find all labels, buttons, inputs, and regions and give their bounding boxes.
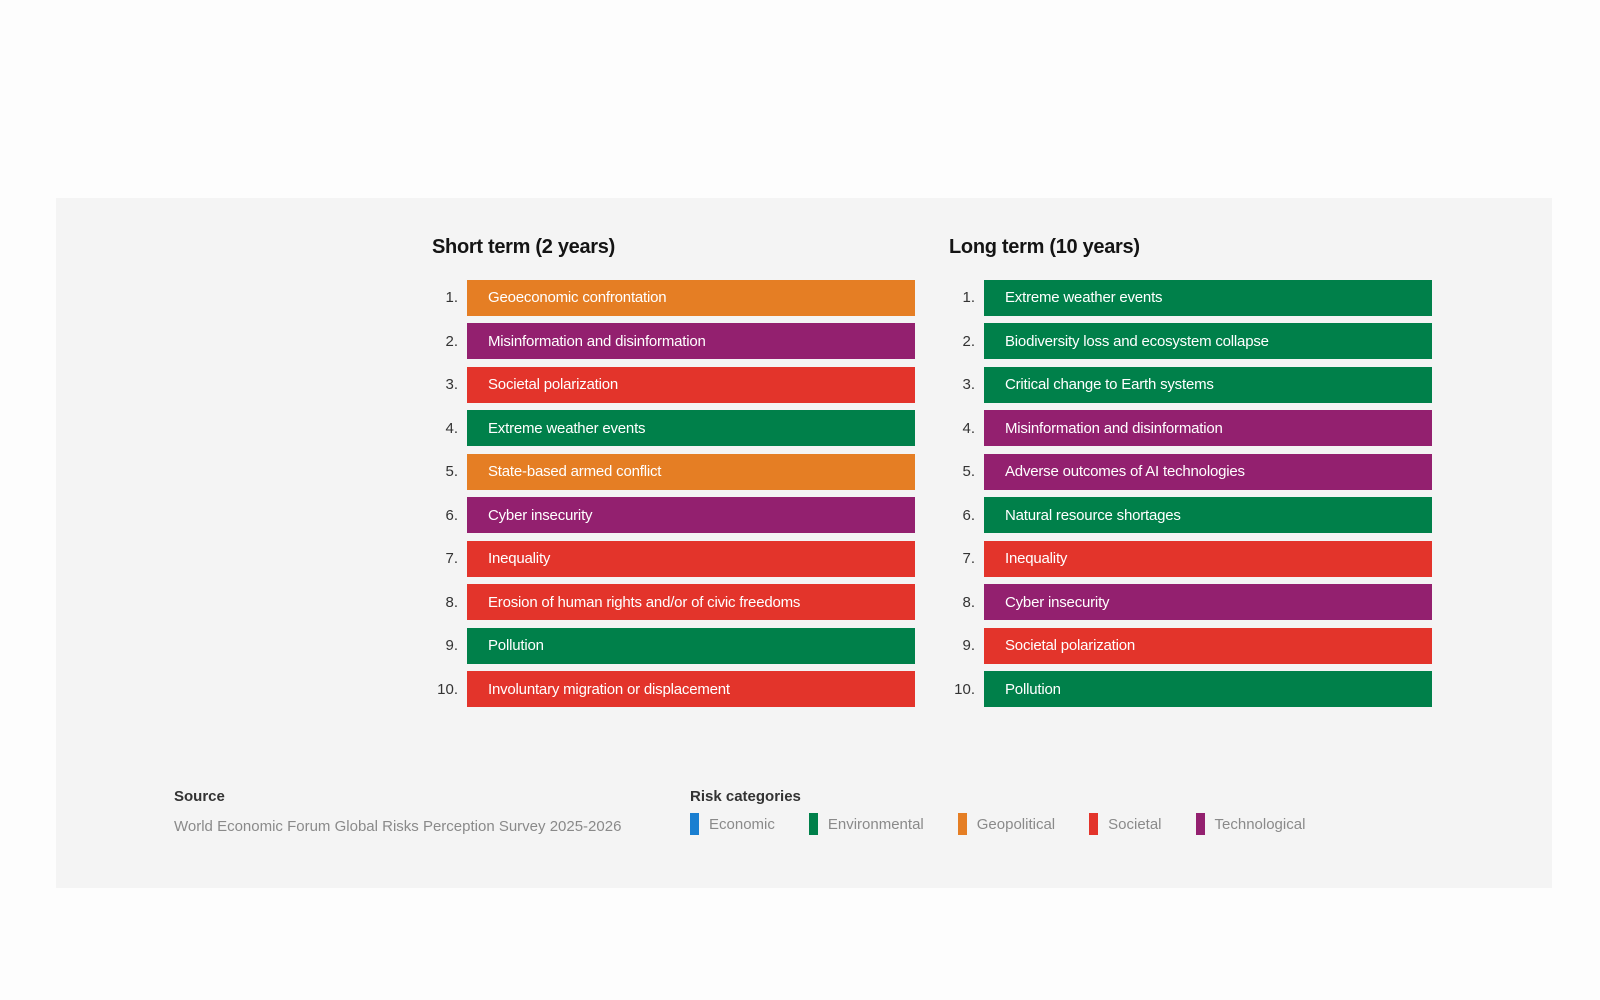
legend-item: Geopolitical: [957, 813, 1056, 835]
list-item: 6. Cyber insecurity: [432, 494, 920, 538]
legend-title: Risk categories: [690, 788, 801, 805]
rank-number: 1.: [962, 289, 975, 307]
list-item: 6. Natural resource shortages: [949, 494, 1437, 538]
risk-bar: Societal polarization: [467, 366, 915, 403]
chart-panel: Short term (2 years) 1. Geoeconomic confr…: [56, 198, 1552, 888]
rank-number: 4.: [445, 419, 458, 437]
risk-bar: Cyber insecurity: [467, 497, 915, 534]
rank-number: 8.: [962, 593, 975, 611]
risk-bar: Societal polarization: [984, 627, 1432, 664]
list-item: 8. Cyber insecurity: [949, 581, 1437, 625]
risk-bar: Natural resource shortages: [984, 497, 1432, 534]
legend-items: Economic Environmental Geopolitical Societa…: [690, 813, 1305, 835]
short-term-column: Short term (2 years) 1. Geoeconomic confr…: [432, 232, 920, 711]
source-block: Source World Economic Forum Global Risks…: [174, 788, 634, 841]
list-item: 9. Societal polarization: [949, 624, 1437, 668]
legend-label: Societal: [1108, 815, 1162, 833]
risk-bar: Inequality: [984, 540, 1432, 577]
legend-swatch: [1195, 813, 1205, 835]
risk-bar: Critical change to Earth systems: [984, 366, 1432, 403]
risk-bar: Misinformation and disinformation: [984, 410, 1432, 447]
list-item: 5. Adverse outcomes of AI technologies: [949, 450, 1437, 494]
legend-swatch: [690, 813, 699, 835]
risk-bar: Adverse outcomes of AI technologies: [984, 453, 1432, 490]
rank-number: 10.: [954, 680, 975, 698]
list-item: 1. Geoeconomic confrontation: [432, 276, 920, 320]
list-item: 10. Pollution: [949, 668, 1437, 712]
risk-bar: Pollution: [467, 627, 915, 664]
long-term-column: Long term (10 years) 1. Extreme weather e…: [949, 232, 1437, 711]
long-term-title: Long term (10 years): [949, 236, 1140, 258]
rank-number: 5.: [445, 463, 458, 481]
legend-swatch: [957, 813, 967, 835]
risk-bar: Misinformation and disinformation: [467, 323, 915, 360]
rank-number: 3.: [962, 376, 975, 394]
list-item: 3. Critical change to Earth systems: [949, 363, 1437, 407]
list-item: 4. Misinformation and disinformation: [949, 407, 1437, 451]
rank-number: 1.: [445, 289, 458, 307]
list-item: 4. Extreme weather events: [432, 407, 920, 451]
rank-number: 5.: [962, 463, 975, 481]
rank-number: 7.: [445, 550, 458, 568]
legend-label: Technological: [1214, 815, 1306, 833]
source-title: Source: [174, 788, 225, 805]
risk-bar: Inequality: [467, 540, 915, 577]
rank-number: 4.: [962, 419, 975, 437]
risk-bar: Biodiversity loss and ecosystem collapse: [984, 323, 1432, 360]
legend-label: Environmental: [827, 815, 924, 833]
list-item: 2. Biodiversity loss and ecosystem collap…: [949, 320, 1437, 364]
risk-bar: Cyber insecurity: [984, 584, 1432, 621]
short-term-list: 1. Geoeconomic confrontation 2. Misinformat…: [432, 276, 920, 711]
risk-bar: Extreme weather events: [467, 410, 915, 447]
source-text: World Economic Forum Global Risks Percep…: [174, 818, 622, 835]
rank-number: 6.: [445, 506, 458, 524]
rank-number: 2.: [962, 332, 975, 350]
list-item: 7. Inequality: [432, 537, 920, 581]
short-term-title: Short term (2 years): [432, 236, 615, 258]
risk-bar: Geoeconomic confrontation: [467, 279, 915, 316]
risk-bar: Extreme weather events: [984, 279, 1432, 316]
rank-number: 6.: [962, 506, 975, 524]
rank-number: 8.: [445, 593, 458, 611]
list-item: 7. Inequality: [949, 537, 1437, 581]
legend-item: Environmental: [808, 813, 924, 835]
legend-label: Economic: [709, 815, 775, 833]
legend-item: Societal: [1089, 813, 1162, 835]
list-item: 5. State-based armed conflict: [432, 450, 920, 494]
list-item: 9. Pollution: [432, 624, 920, 668]
rank-number: 2.: [445, 332, 458, 350]
legend-swatch: [808, 813, 818, 835]
rank-number: 10.: [437, 680, 458, 698]
legend-label: Geopolitical: [976, 815, 1056, 833]
legend-item: Economic: [690, 813, 775, 835]
legend: Risk categories Economic Environmental Geo…: [690, 788, 1305, 835]
legend-swatch: [1089, 813, 1099, 835]
risk-bar: Pollution: [984, 671, 1432, 708]
rank-number: 9.: [962, 637, 975, 655]
risk-bar: Involuntary migration or displacement: [467, 671, 915, 708]
rank-number: 9.: [445, 637, 458, 655]
legend-item: Technological: [1195, 813, 1306, 835]
long-term-list: 1. Extreme weather events 2. Biodiversity l…: [949, 276, 1437, 711]
risk-bar: Erosion of human rights and/or of civic …: [467, 584, 915, 621]
list-item: 1. Extreme weather events: [949, 276, 1437, 320]
list-item: 8. Erosion of human rights and/or of civi…: [432, 581, 920, 625]
list-item: 3. Societal polarization: [432, 363, 920, 407]
rank-number: 7.: [962, 550, 975, 568]
list-item: 10. Involuntary migration or displacement: [432, 668, 920, 712]
risk-bar: State-based armed conflict: [467, 453, 915, 490]
rank-number: 3.: [445, 376, 458, 394]
list-item: 2. Misinformation and disinformation: [432, 320, 920, 364]
